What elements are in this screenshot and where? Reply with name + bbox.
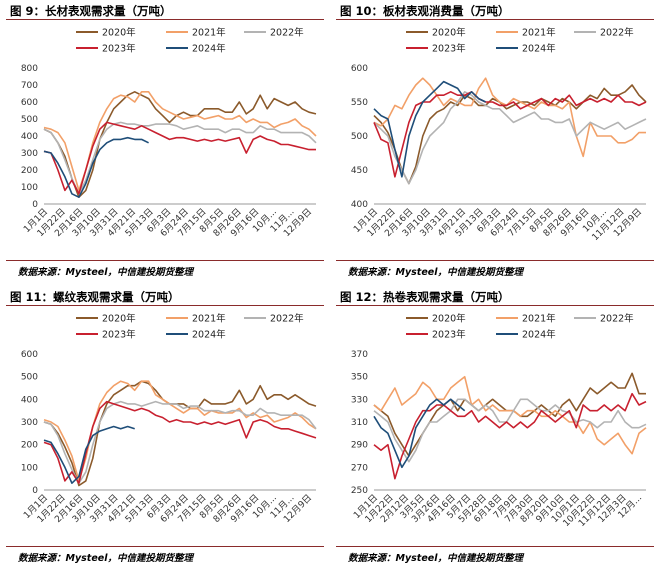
title-divider [336, 19, 654, 20]
legend-label: 2020年 [432, 27, 466, 39]
series-line-2020年 [373, 84, 647, 185]
y-tick-label: 450 [351, 166, 368, 176]
y-tick-label: 0 [32, 200, 38, 210]
legend-label: 2022年 [270, 27, 304, 39]
line-chart-rebar: 2020年 2021年 2022年 2023年 2024年 0 100 200 300 400 50… [21, 313, 317, 525]
series-line-2021年 [373, 77, 646, 158]
chart-title: 图 11：螺纹表观需求量（万吨） [10, 290, 180, 304]
source-divider [6, 546, 324, 547]
series-line-2022年 [43, 400, 317, 484]
series-line-2023年 [43, 400, 317, 484]
y-tick-label: 250 [351, 486, 368, 496]
y-tick-label: 100 [21, 463, 38, 473]
legend-label: 2022年 [600, 313, 634, 325]
line-chart-flat-products: 2020年 2021年 2022年 2023年 2024年 400 450 500 550 600… [351, 27, 647, 243]
y-tick-label: 200 [21, 441, 38, 451]
y-tick-label: 300 [21, 149, 38, 159]
source-note: 数据来源：Mysteel，中信建投期货整理 [348, 553, 523, 564]
legend-label: 2020年 [102, 27, 136, 39]
series-line-2023年 [43, 121, 316, 195]
title-divider [336, 305, 654, 306]
y-tick-label: 500 [351, 132, 368, 142]
y-tick-label: 0 [32, 486, 38, 496]
legend-label: 2020年 [102, 313, 136, 325]
y-tick-label: 400 [21, 132, 38, 142]
y-tick-label: 100 [21, 183, 38, 193]
y-tick-label: 700 [21, 81, 38, 91]
series-line-2024年 [43, 136, 149, 198]
chart-panel-long-products: 图 9：长材表观需求量（万吨） 2020年 2021年 2022年 2023年 2024… [4, 0, 326, 286]
y-tick-label: 550 [351, 98, 368, 108]
series-line-2020年 [43, 380, 317, 487]
series-line-2021年 [43, 380, 317, 482]
legend-label: 2022年 [270, 313, 304, 325]
legend-label: 2023年 [432, 329, 466, 341]
line-chart-long-products: 2020年 2021年 2022年 2023年 2024年 0 100 200 300 400 50… [21, 27, 317, 239]
y-tick-label: 400 [351, 200, 368, 210]
source-note: 数据来源：Mysteel，中信建投期货整理 [18, 267, 193, 278]
y-tick-label: 300 [21, 418, 38, 428]
source-note: 数据来源：Mysteel，中信建投期货整理 [18, 553, 193, 564]
legend-label: 2023年 [102, 329, 136, 341]
series-line-2022年 [373, 398, 647, 463]
legend-label: 2024年 [192, 43, 226, 55]
chart-panel-flat-products: 图 10：板材表观消费量（万吨） 2020年 2021年 2022年 2023年 202… [334, 0, 656, 286]
series-line-2022年 [43, 121, 317, 195]
series-line-2024年 [43, 425, 135, 484]
series-line-2023年 [373, 392, 647, 480]
legend-label: 2021年 [522, 313, 556, 325]
chart-panel-hot-rolled-coil: 图 12：热卷表观需求量（万吨） 2020年 2021年 2022年 2023年 202… [334, 286, 656, 572]
y-tick-label: 200 [21, 166, 38, 176]
source-divider [336, 546, 654, 547]
series-line-2023年 [373, 91, 647, 178]
source-note: 数据来源：Mysteel，中信建投期货整理 [348, 267, 523, 278]
title-divider [6, 19, 324, 20]
chart-title: 图 9：长材表观需求量（万吨） [10, 4, 172, 18]
source-divider [6, 260, 324, 261]
series-line-2024年 [373, 80, 486, 178]
title-divider [6, 305, 324, 306]
legend-label: 2021年 [192, 313, 226, 325]
y-tick-label: 800 [21, 64, 38, 74]
series-line-2021年 [373, 375, 647, 455]
y-tick-label: 310 [351, 418, 368, 428]
y-tick-label: 330 [351, 395, 368, 405]
chart-title: 图 12：热卷表观需求量（万吨） [340, 290, 510, 304]
legend-label: 2023年 [432, 43, 466, 55]
legend-label: 2020年 [432, 313, 466, 325]
y-tick-label: 370 [351, 350, 368, 360]
legend-label: 2021年 [192, 27, 226, 39]
legend-label: 2024年 [192, 329, 226, 341]
series-line-2024年 [373, 398, 466, 469]
y-tick-label: 500 [21, 373, 38, 383]
legend-label: 2023年 [102, 43, 136, 55]
legend-label: 2024年 [522, 43, 556, 55]
y-tick-label: 600 [351, 64, 368, 74]
y-tick-label: 290 [351, 441, 368, 451]
y-tick-label: 600 [21, 350, 38, 360]
y-tick-label: 270 [351, 463, 368, 473]
y-tick-label: 500 [21, 115, 38, 125]
source-divider [336, 260, 654, 261]
chart-panel-rebar: 图 11：螺纹表观需求量（万吨） 2020年 2021年 2022年 2023年 202… [4, 286, 326, 572]
series-line-2020年 [43, 91, 317, 198]
legend-label: 2022年 [600, 27, 634, 39]
y-tick-label: 350 [351, 373, 368, 383]
line-chart-hot-rolled-coil: 2020年 2021年 2022年 2023年 2024年 250 270 290 310 330… [351, 313, 647, 529]
legend-label: 2024年 [522, 329, 556, 341]
chart-title: 图 10：板材表观消费量（万吨） [340, 4, 510, 18]
legend-label: 2021年 [522, 27, 556, 39]
series-line-2022年 [373, 91, 647, 185]
y-tick-label: 400 [21, 395, 38, 405]
y-tick-label: 600 [21, 98, 38, 108]
